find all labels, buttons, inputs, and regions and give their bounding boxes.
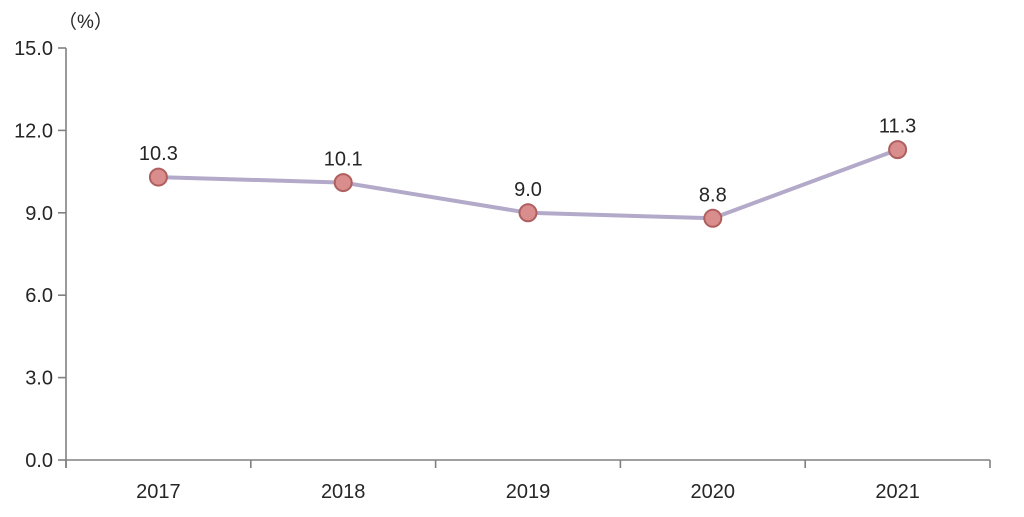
- data-point: [518, 203, 538, 223]
- x-tick-label: 2021: [875, 481, 920, 503]
- data-label: 8.8: [699, 184, 727, 206]
- data-point: [148, 167, 168, 187]
- x-tick-label: 2020: [691, 481, 736, 503]
- data-label: 9.0: [514, 179, 542, 201]
- data-label: 10.1: [324, 149, 363, 171]
- data-label: 11.3: [879, 116, 916, 138]
- y-tick-label: 12.0: [14, 120, 53, 142]
- y-axis-unit-label: （%）: [58, 11, 113, 33]
- data-point: [703, 208, 723, 228]
- x-tick-label: 2017: [136, 481, 181, 503]
- y-tick-label: 6.0: [25, 285, 53, 307]
- data-point: [333, 173, 353, 193]
- x-tick-label: 2018: [321, 481, 366, 503]
- y-tick-label: 3.0: [25, 368, 53, 390]
- y-tick-label: 0.0: [25, 450, 53, 472]
- y-tick-label: 15.0: [14, 38, 53, 60]
- x-tick-label: 2019: [506, 481, 551, 503]
- y-tick-label: 9.0: [25, 203, 53, 225]
- data-point: [888, 140, 908, 160]
- data-label: 10.3: [139, 143, 178, 165]
